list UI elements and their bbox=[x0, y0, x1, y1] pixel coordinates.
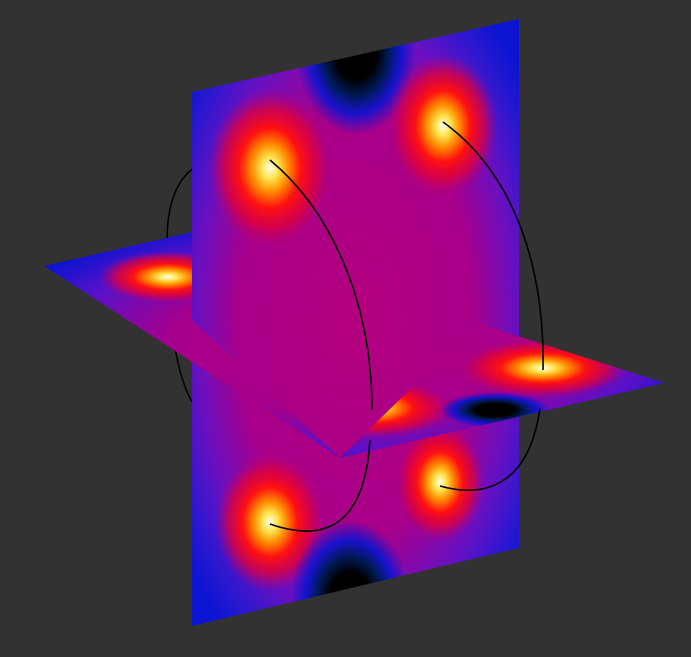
field-line-front-3 bbox=[269, 439, 371, 532]
field-line-front-2 bbox=[442, 121, 544, 371]
field-line-front-4 bbox=[439, 407, 541, 491]
field-lines-front bbox=[269, 121, 544, 532]
hotspot-lower-right bbox=[395, 422, 485, 542]
field-line-front-1 bbox=[269, 159, 373, 411]
hotspot-lower-left bbox=[215, 452, 325, 592]
